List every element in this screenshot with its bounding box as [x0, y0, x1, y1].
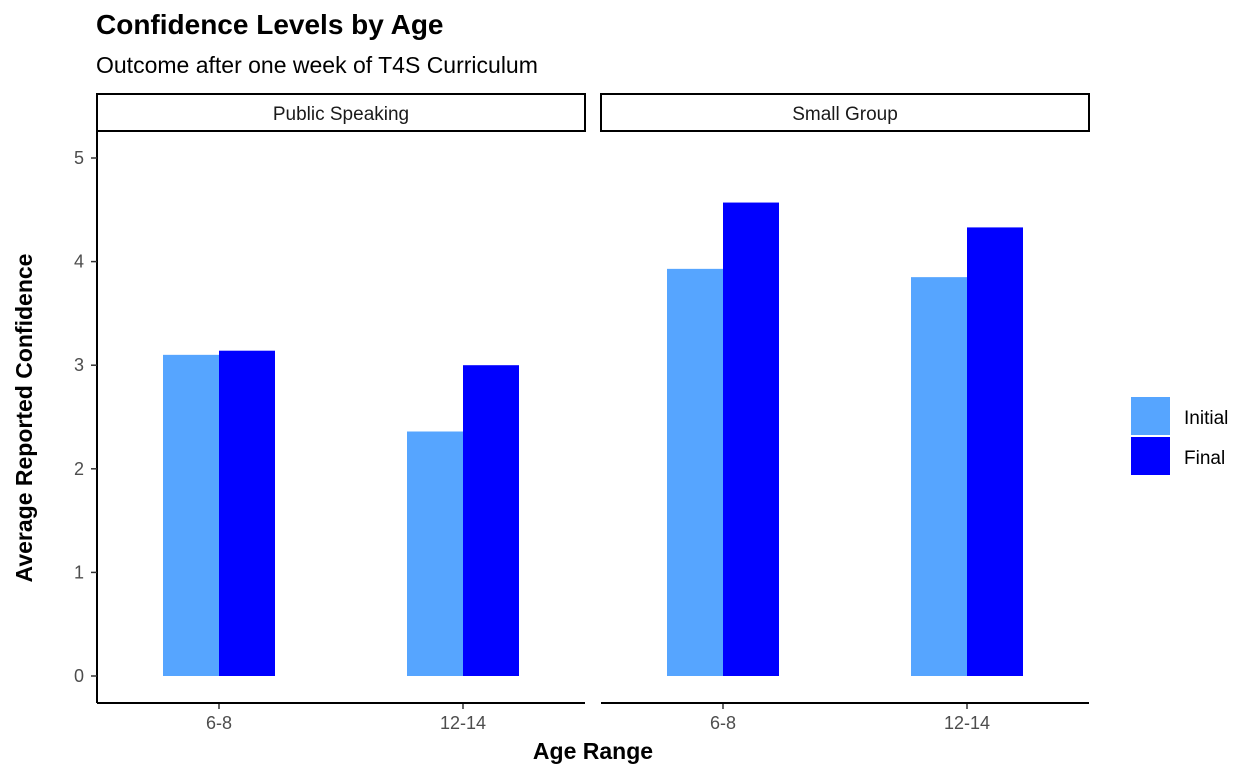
facet-strip: [600, 93, 1090, 132]
legend-key: [1131, 397, 1170, 435]
y-tick-label: 1: [74, 562, 84, 582]
bar: [667, 268, 723, 676]
facet-panel: Small Group 6-8 12-14: [600, 93, 1090, 733]
y-tick-label: 4: [74, 252, 84, 272]
facet-strip: [96, 93, 586, 132]
bar: [723, 202, 779, 676]
facet-strip-label: Small Group: [792, 104, 898, 125]
y-tick-label: 0: [74, 666, 84, 686]
facet-panel: Public Speaking 6-8 12-14: [96, 93, 586, 733]
y-tick-label: 2: [74, 459, 84, 479]
bar: [407, 431, 463, 676]
y-tick-label: 3: [74, 355, 84, 375]
x-tick-label: 12-14: [944, 713, 990, 733]
x-axis-title: Age Range: [533, 738, 653, 764]
chart-subtitle: Outcome after one week of T4S Curriculum: [96, 52, 538, 78]
bar: [163, 354, 219, 676]
x-tick-label: 12-14: [440, 713, 486, 733]
x-tick-label: 6-8: [206, 713, 232, 733]
x-tick-label: 6-8: [710, 713, 736, 733]
y-tick-label: 5: [74, 148, 84, 168]
legend-label: Final: [1184, 448, 1225, 469]
legend-key: [1131, 437, 1170, 475]
chart-title: Confidence Levels by Age: [96, 9, 444, 40]
bar: [463, 365, 519, 676]
legend-label: Initial: [1184, 408, 1228, 429]
legend: Initial Final: [1131, 397, 1228, 475]
facet-panels: Public Speaking 6-8 12-14 Small Group 6-8 12-…: [96, 93, 1090, 733]
bar: [911, 277, 967, 676]
bar: [219, 350, 275, 676]
facet-strip-label: Public Speaking: [273, 104, 409, 125]
y-axis: 0 1 2 3 4 5: [74, 132, 98, 703]
bar: [967, 227, 1023, 677]
y-axis-title: Average Reported Confidence: [11, 254, 37, 583]
